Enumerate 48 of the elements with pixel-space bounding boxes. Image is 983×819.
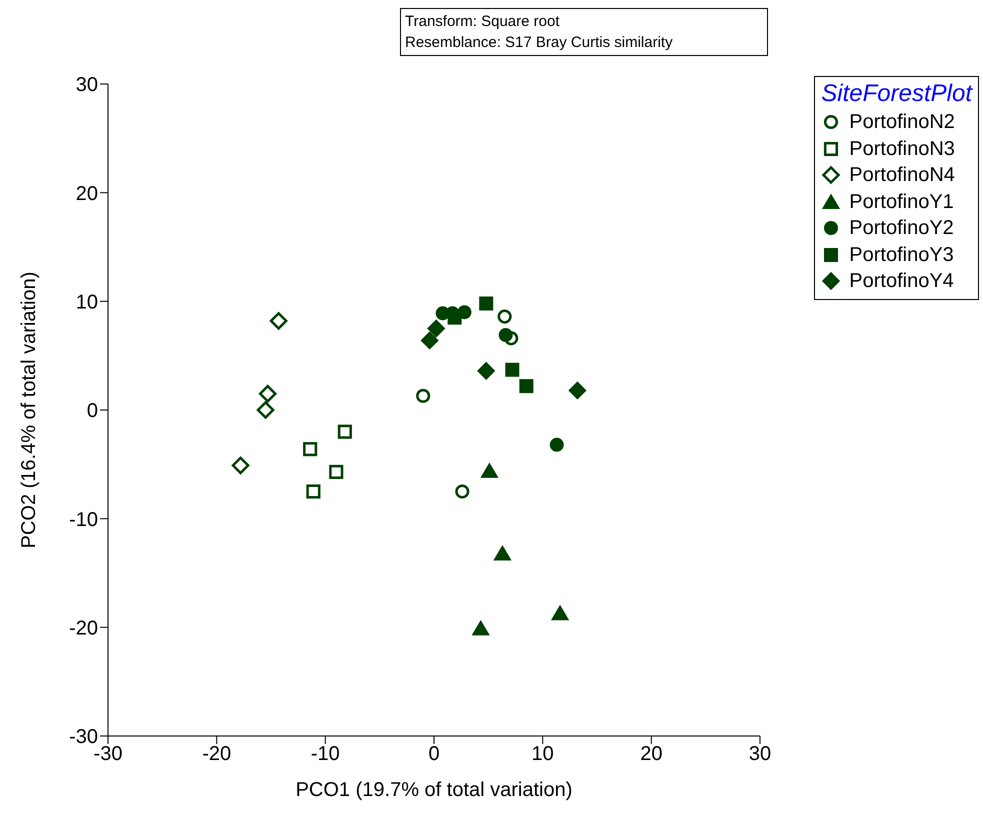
point — [338, 424, 352, 439]
point — [550, 604, 570, 620]
text: Transform: Square root — [405, 12, 561, 32]
legend-label: PortofinoN3 — [849, 136, 955, 162]
legend-label: PortofinoY2 — [849, 216, 954, 241]
point — [550, 438, 564, 452]
legend-label: PortofinoN2 — [849, 110, 955, 135]
point — [498, 309, 512, 324]
x-tick-label: 20 — [640, 743, 662, 766]
x-tick-label: 30 — [748, 743, 772, 766]
x-tick-label: -10 — [310, 743, 340, 766]
point — [270, 312, 288, 330]
y-tick-label: 20 — [76, 182, 98, 205]
x-tick-label: 10 — [532, 743, 554, 766]
y-tick-label: 0 — [86, 400, 98, 422]
point — [519, 379, 534, 394]
point — [427, 319, 446, 338]
point — [329, 464, 344, 479]
point — [256, 401, 274, 419]
x-tick-label: -20 — [202, 743, 232, 766]
point — [455, 484, 470, 499]
point — [480, 462, 499, 478]
text: Resemblance: S17 Bray Curtis similarity — [405, 33, 674, 53]
point — [505, 362, 520, 377]
point — [479, 296, 494, 311]
legend-label: PortofinoN4 — [849, 163, 955, 188]
point — [477, 362, 496, 380]
y-tick-label: -10 — [69, 508, 98, 531]
y-axis-title: PCO2 (16.4% of total variation) — [18, 272, 40, 548]
point — [303, 442, 318, 456]
y-tick-label: 30 — [76, 74, 98, 96]
point — [472, 620, 490, 636]
y-tick-label: -20 — [69, 617, 98, 640]
point — [306, 484, 320, 499]
point — [493, 545, 512, 560]
legend-title: SiteForestPlot — [821, 79, 972, 109]
point — [416, 388, 430, 403]
point — [420, 331, 439, 350]
point — [232, 456, 250, 474]
legend-label: PortofinoY4 — [849, 269, 954, 294]
point — [258, 384, 277, 402]
y-tick-label: 10 — [76, 291, 98, 314]
point — [568, 381, 587, 400]
x-axis-title: PCO1 (19.7% of total variation) — [296, 779, 572, 801]
legend-label: PortofinoY1 — [849, 190, 954, 214]
x-tick-label: 0 — [428, 743, 440, 766]
legend-label: PortofinoY3 — [849, 242, 954, 268]
point — [498, 328, 513, 342]
